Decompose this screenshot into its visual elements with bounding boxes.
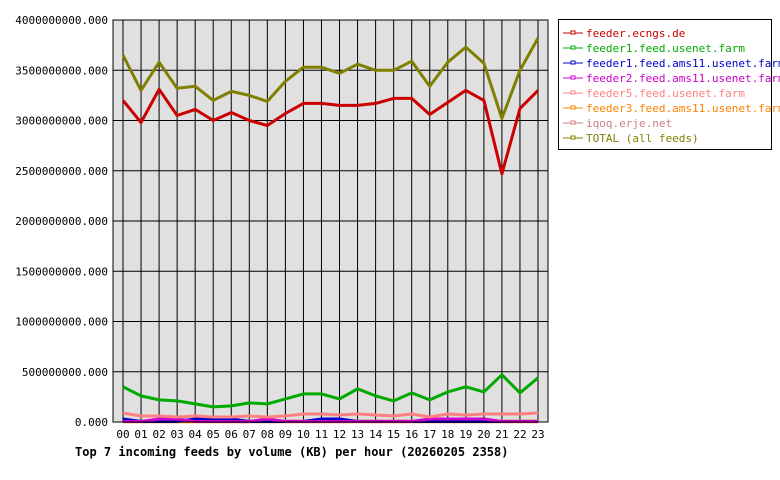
x-tick-label: 16 (405, 428, 418, 441)
x-tick-label: 04 (189, 428, 203, 441)
legend-label: feeder5.feed.usenet.farm (586, 87, 745, 100)
legend-marker (570, 90, 576, 95)
x-tick-label: 10 (297, 428, 310, 441)
plot-border (112, 19, 549, 423)
legend-marker (570, 60, 576, 65)
x-tick-label: 21 (495, 428, 508, 441)
x-tick-label: 14 (369, 428, 383, 441)
legend-item: feeder5.feed.usenet.farm (563, 87, 745, 100)
legend-label: feeder1.feed.usenet.farm (586, 42, 745, 55)
x-tick-label: 08 (261, 428, 274, 441)
y-tick-label: 2000000000.000 (15, 215, 108, 228)
series-line-feeder1-feed-usenet-farm (122, 373, 539, 409)
x-tick-label: 12 (333, 428, 346, 441)
x-tick-label: 00 (116, 428, 129, 441)
y-axis-ticks: 0.000 500000000.000 1000000000.000 15000000… (15, 14, 108, 429)
legend-marker (570, 105, 576, 110)
x-tick-label: 13 (351, 428, 364, 441)
x-axis-ticks: 00 01 02 03 04 05 06 07 08 09 10 11 12 13 14 15 16 17 18 19… (116, 428, 544, 441)
x-tick-label: 09 (279, 428, 292, 441)
legend-label: feeder.ecngs.de (586, 27, 685, 40)
legend-label: iqoq.erje.net (586, 117, 672, 130)
legend: feeder.ecngs.de feeder1.feed.usenet.farm f… (563, 27, 780, 145)
x-tick-label: 17 (423, 428, 436, 441)
legend-item: iqoq.erje.net (563, 117, 672, 130)
legend-label: feeder1.feed.ams11.usenet.farm (586, 57, 780, 70)
legend-item: feeder1.feed.usenet.farm (563, 42, 745, 55)
x-tick-label: 20 (477, 428, 490, 441)
chart-title: Top 7 incoming feeds by volume (KB) per … (75, 445, 508, 459)
legend-item: feeder1.feed.ams11.usenet.farm (563, 57, 780, 70)
y-tick-label: 1000000000.000 (15, 316, 108, 329)
legend-marker (570, 30, 576, 35)
x-tick-label: 19 (459, 428, 472, 441)
x-tick-label: 15 (387, 428, 400, 441)
y-tick-label: 1500000000.000 (15, 265, 108, 278)
x-tick-label: 23 (531, 428, 544, 441)
x-tick-label: 22 (513, 428, 526, 441)
y-tick-label: 0.000 (75, 416, 108, 429)
x-tick-label: 01 (134, 428, 147, 441)
series-line-feeder5-feed-usenet-farm (122, 411, 539, 419)
legend-label: feeder2.feed.ams11.usenet.farm (586, 72, 780, 85)
legend-box (558, 19, 772, 150)
legend-item: TOTAL (all feeds) (563, 132, 699, 145)
legend-item: feeder3.feed.ams11.usenet.farm (563, 102, 780, 115)
x-tick-label: 07 (243, 428, 256, 441)
y-tick-label: 4000000000.000 (15, 14, 108, 27)
legend-marker (570, 120, 576, 125)
y-tick-label: 3000000000.000 (15, 115, 108, 128)
legend-marker (570, 75, 576, 80)
legend-label: TOTAL (all feeds) (586, 132, 699, 145)
legend-label: feeder3.feed.ams11.usenet.farm (586, 102, 780, 115)
x-tick-label: 03 (171, 428, 184, 441)
x-tick-label: 06 (225, 428, 238, 441)
series-line-feeder-ecngs-de (121, 87, 540, 176)
x-tick-label: 05 (207, 428, 220, 441)
y-tick-label: 500000000.000 (22, 366, 108, 379)
series-line-total-all-feeds- (121, 37, 540, 120)
legend-item: feeder2.feed.ams11.usenet.farm (563, 72, 780, 85)
legend-marker (570, 45, 576, 50)
legend-item: feeder.ecngs.de (563, 27, 685, 40)
x-tick-label: 02 (152, 428, 165, 441)
x-tick-label: 18 (441, 428, 454, 441)
y-tick-label: 3500000000.000 (15, 64, 108, 77)
legend-marker (570, 135, 576, 140)
x-tick-label: 11 (315, 428, 328, 441)
y-tick-label: 2500000000.000 (15, 165, 108, 178)
